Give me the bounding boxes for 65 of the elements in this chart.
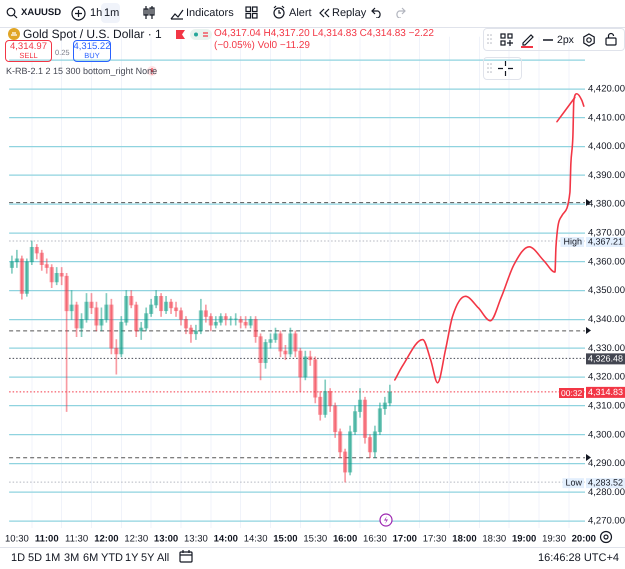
annotation: O4,317.04 H4,317.20 L4,314.83 C4,314.83 −2.22 (−0.05%) Vol0 −11.29 [214,28,435,52]
text: 1h [90,6,102,20]
text: 4,367.21 [588,236,624,246]
text: Replay [332,6,366,20]
annotation: K-RB-2.1 2 15 300 bottom_right None [6,65,158,78]
text: Indicators [186,6,234,20]
text: 4,326.48 [588,353,624,364]
annotation: 4,315.22 [73,41,111,52]
text: 5Y [141,551,154,565]
x-tick-label: 14:00 [214,533,238,544]
x-tick-label: 11:30 [65,533,88,544]
y-tick-label: 4,380.00 [588,198,625,210]
x-tick-label: 18:30 [482,533,506,544]
y-tick-label: 4,270.00 [588,516,625,527]
x-tick-label: 14:30 [244,533,268,544]
x-tick-label: 16:00 [332,533,358,544]
text: XAUUSD [21,6,62,20]
y-tick-label: 4,400.00 [588,141,625,152]
y-tick-label: 4,300.00 [588,429,625,440]
y-tick-label: 4,390.00 [588,170,625,181]
y-tick-label: 4,340.00 [588,314,625,326]
x-tick-label: 11:00 [34,533,59,544]
text: 1M [45,551,60,565]
x-tick-label: 13:00 [154,533,178,544]
text: 4,283.52 [588,478,624,488]
x-tick-label: 18:00 [452,533,477,544]
x-tick-label: 19:30 [542,533,566,544]
chart-title: Gold Spot / U.S. Dollar · 1 [23,27,162,41]
x-tick-label: 12:30 [124,533,148,544]
y-tick-label: 4,350.00 [588,285,625,296]
text: 3M [64,551,80,565]
x-tick-label: 16:30 [363,533,387,544]
x-tick-label: 17:30 [422,533,447,544]
y-tick-label: 4,420.00 [588,83,625,94]
ref-line-label: Low [565,478,582,488]
x-tick-label: 13:30 [184,533,208,544]
y-tick-label: 4,310.00 [588,400,625,412]
x-tick-label: 15:00 [273,533,298,544]
x-tick-label: 17:00 [392,533,417,544]
ref-line-label: High [563,236,582,246]
x-tick-label: 20:00 [572,533,596,544]
text: Alert [289,6,312,20]
x-tick-label: 19:00 [512,533,536,544]
text: 5D [28,551,42,565]
text: All [157,551,170,565]
y-tick-label: 4,360.00 [588,256,625,268]
y-tick-label: 4,280.00 [588,486,625,498]
x-tick-label: 10:30 [4,533,29,544]
y-tick-label: 4,290.00 [588,458,625,470]
text: 4,314.83 [588,386,624,397]
annotation: 4,314.97 [9,41,48,52]
text: 1D [11,551,26,565]
text: 16:46:28 UTC+4 [538,551,619,565]
y-tick-label: 4,320.00 [588,372,625,383]
y-tick-label: 4,410.00 [588,112,625,124]
y-tick-label: 4,330.00 [588,342,625,354]
text: 1m [104,6,120,20]
x-tick-label: 12:00 [94,533,119,544]
annotation: 2px [557,33,574,47]
x-tick-label: 15:30 [303,533,328,544]
y-tick-label: 4,370.00 [588,228,625,239]
text: 1Y [125,551,138,565]
text: YTD [101,551,123,565]
text: 6M [83,551,98,565]
annotation: 00:32 [559,388,584,398]
